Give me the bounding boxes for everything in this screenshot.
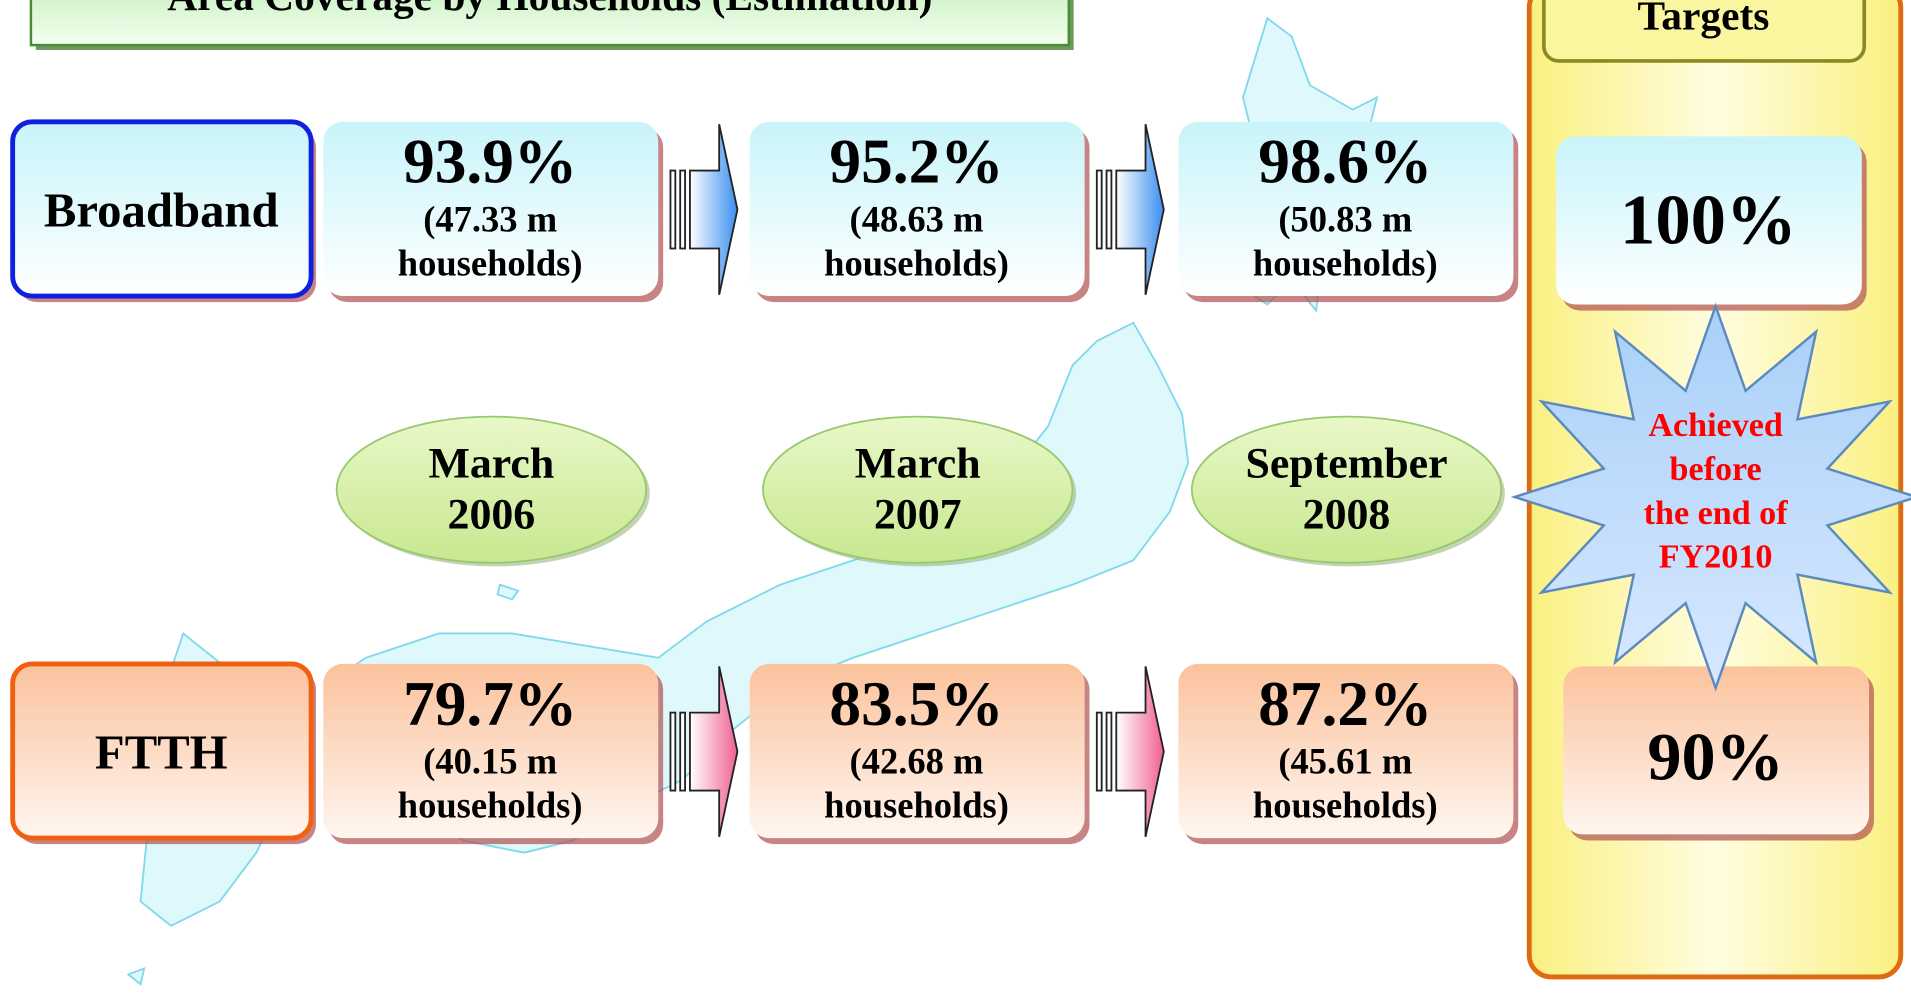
percent: 87.2% bbox=[1258, 669, 1432, 739]
date: September bbox=[1245, 440, 1447, 488]
date: 2007 bbox=[874, 491, 962, 539]
percent: 95.2% bbox=[829, 127, 1003, 197]
row-label-box bbox=[10, 119, 314, 299]
arrow-bar bbox=[669, 711, 677, 792]
percent: 79.7% bbox=[403, 669, 577, 739]
households: households) bbox=[1253, 784, 1438, 825]
percent: 98.6% bbox=[1258, 127, 1432, 197]
burst-text: the end of bbox=[1644, 495, 1789, 532]
arrow-bar bbox=[1095, 169, 1103, 250]
burst-text: before bbox=[1670, 451, 1762, 488]
targets-heading: Targets bbox=[1637, 0, 1769, 38]
value-box bbox=[1178, 121, 1514, 297]
arrow bbox=[1115, 124, 1165, 295]
target-box bbox=[1556, 136, 1862, 305]
date-oval bbox=[335, 415, 648, 564]
value-box bbox=[323, 663, 659, 839]
row-label: FTTH bbox=[95, 726, 228, 780]
households: households) bbox=[824, 784, 1009, 825]
households: (40.15 m bbox=[423, 741, 557, 782]
households: households) bbox=[398, 784, 583, 825]
date-oval bbox=[1190, 415, 1503, 564]
households: (42.68 m bbox=[850, 741, 984, 782]
target: 100% bbox=[1620, 182, 1797, 260]
arrow-bar bbox=[1095, 711, 1103, 792]
targets-header bbox=[1542, 0, 1867, 63]
date: 2008 bbox=[1303, 491, 1391, 539]
arrow-bar bbox=[669, 169, 677, 250]
value-box bbox=[1178, 663, 1514, 839]
households: (48.63 m bbox=[850, 198, 984, 239]
value-box bbox=[749, 121, 1085, 297]
date-oval bbox=[762, 415, 1074, 564]
households: (47.33 m bbox=[423, 198, 557, 239]
percent: 93.9% bbox=[403, 127, 577, 197]
title-box bbox=[29, 0, 1071, 47]
burst-text: Achieved bbox=[1648, 407, 1782, 444]
percent: 83.5% bbox=[829, 669, 1003, 739]
target-box bbox=[1563, 666, 1870, 835]
value-box bbox=[323, 121, 659, 297]
households: (50.83 m bbox=[1278, 198, 1412, 239]
arrow bbox=[689, 666, 739, 838]
households: households) bbox=[824, 242, 1009, 283]
row-label: Broadband bbox=[44, 184, 279, 238]
date: March bbox=[428, 440, 554, 488]
households: households) bbox=[398, 242, 583, 283]
date: March bbox=[855, 440, 981, 488]
households: (45.61 m bbox=[1278, 741, 1412, 782]
arrow-bar bbox=[1105, 169, 1113, 250]
row-label-box bbox=[10, 661, 314, 841]
burst-text: FY2010 bbox=[1659, 539, 1773, 576]
arrow-bar bbox=[1105, 711, 1113, 792]
starburst bbox=[1510, 302, 1911, 692]
households: households) bbox=[1253, 242, 1438, 283]
arrow bbox=[1115, 666, 1165, 838]
arrow-bar bbox=[679, 169, 686, 250]
value-box bbox=[749, 663, 1085, 839]
target: 90% bbox=[1647, 719, 1783, 795]
date: 2006 bbox=[448, 491, 536, 539]
arrow-bar bbox=[679, 711, 686, 792]
arrow bbox=[689, 124, 739, 295]
title: Area Coverage by Households (Estimation) bbox=[167, 0, 932, 20]
